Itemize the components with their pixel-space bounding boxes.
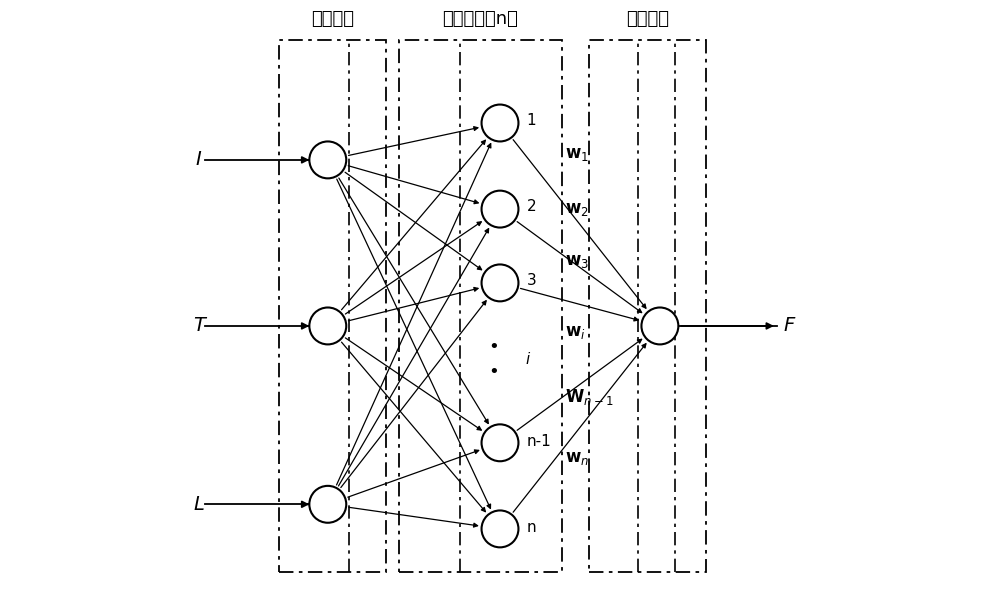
Text: n: n bbox=[526, 520, 536, 535]
Text: 输出变量: 输出变量 bbox=[626, 10, 669, 28]
Circle shape bbox=[309, 486, 346, 523]
Text: n-1: n-1 bbox=[526, 434, 551, 449]
Text: i: i bbox=[526, 352, 530, 367]
Circle shape bbox=[309, 141, 346, 178]
Text: 3: 3 bbox=[526, 273, 536, 288]
Text: L: L bbox=[193, 495, 204, 514]
Text: F: F bbox=[783, 317, 795, 335]
Text: $\mathbf{w}_3$: $\mathbf{w}_3$ bbox=[565, 252, 589, 271]
Text: $\mathbf{w}_n$: $\mathbf{w}_n$ bbox=[565, 449, 589, 467]
Text: 输入变量: 输入变量 bbox=[311, 10, 354, 28]
Text: 2: 2 bbox=[526, 199, 536, 214]
Text: I: I bbox=[196, 151, 202, 169]
Circle shape bbox=[641, 308, 678, 344]
Text: •: • bbox=[488, 363, 499, 381]
Circle shape bbox=[482, 264, 518, 301]
Circle shape bbox=[309, 308, 346, 344]
Text: 隐藏单元（n）: 隐藏单元（n） bbox=[442, 10, 518, 28]
Text: 1: 1 bbox=[526, 113, 536, 128]
Circle shape bbox=[482, 105, 518, 141]
Text: $\mathbf{w}_2$: $\mathbf{w}_2$ bbox=[565, 200, 588, 218]
Text: •: • bbox=[488, 338, 499, 357]
Bar bbox=[589, 40, 706, 572]
Text: $\mathbf{w}_1$: $\mathbf{w}_1$ bbox=[565, 145, 588, 163]
Text: $\mathbf{w}_i$: $\mathbf{w}_i$ bbox=[565, 323, 585, 341]
Bar bbox=[279, 40, 386, 572]
Text: $\mathbf{W}_{n-1}$: $\mathbf{W}_{n-1}$ bbox=[565, 387, 613, 407]
Bar bbox=[399, 40, 562, 572]
Circle shape bbox=[482, 510, 518, 547]
Text: T: T bbox=[193, 317, 205, 335]
Circle shape bbox=[482, 191, 518, 228]
Circle shape bbox=[482, 424, 518, 461]
